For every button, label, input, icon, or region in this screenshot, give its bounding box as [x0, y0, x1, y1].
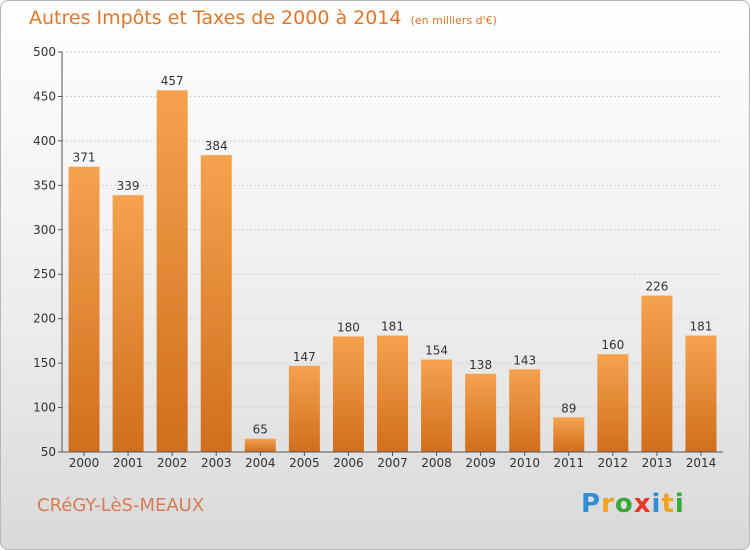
y-tick-label: 100	[33, 401, 56, 415]
bar-value-label: 384	[205, 139, 228, 153]
y-tick-label: 300	[33, 223, 56, 237]
x-tick-label: 2005	[289, 456, 320, 470]
x-tick-label: 2006	[333, 456, 364, 470]
x-tick-label: 2001	[113, 456, 144, 470]
bar-value-label: 89	[561, 401, 576, 415]
y-tick-label: 250	[33, 267, 56, 281]
bar	[597, 354, 629, 452]
x-tick-label: 2007	[377, 456, 408, 470]
bar-value-label: 457	[161, 74, 184, 88]
y-tick-label: 500	[33, 45, 56, 59]
bar-value-label: 181	[381, 320, 404, 334]
bar	[68, 166, 100, 452]
logo-letter: t	[661, 489, 675, 519]
logo-letter: o	[614, 489, 634, 519]
x-tick-label: 2014	[686, 456, 717, 470]
bar	[244, 438, 276, 452]
axes	[58, 51, 723, 456]
chart-subtitle: (en milliers d'€)	[410, 14, 497, 27]
logo-letter: x	[633, 489, 652, 519]
bar	[200, 155, 232, 452]
logo-letter: i	[651, 489, 662, 519]
logo-letter: P	[581, 489, 602, 519]
x-tick-label: 2008	[421, 456, 452, 470]
x-tick-label: 2009	[465, 456, 496, 470]
bar-value-label: 371	[73, 151, 96, 165]
bar	[332, 336, 364, 452]
bar	[553, 417, 585, 452]
bar	[112, 195, 144, 452]
bar	[421, 359, 453, 452]
bar-value-label: 147	[293, 350, 316, 364]
bar	[156, 90, 188, 452]
bar-value-label: 339	[117, 179, 140, 193]
bar-value-label: 154	[425, 344, 448, 358]
bar-value-label: 226	[645, 280, 668, 294]
labels: 50 100 150 200 250 300 350 400 450 500 371 2000 339 2…	[33, 45, 716, 470]
x-tick-label: 2004	[245, 456, 276, 470]
x-tick-label: 2000	[69, 456, 100, 470]
y-tick-label: 450	[33, 89, 56, 103]
y-tick-label: 150	[33, 356, 56, 370]
x-tick-label: 2010	[509, 456, 540, 470]
bar	[288, 365, 320, 452]
bar-value-label: 180	[337, 320, 360, 334]
logo-letter: r	[601, 489, 615, 519]
x-tick-label: 2012	[598, 456, 629, 470]
bar	[509, 369, 541, 452]
y-tick-label: 350	[33, 178, 56, 192]
proxiti-logo: Proxiti	[581, 489, 685, 519]
x-tick-label: 2002	[157, 456, 188, 470]
logo-letter: i	[674, 489, 685, 519]
y-tick-label: 400	[33, 134, 56, 148]
bar	[641, 295, 673, 452]
x-tick-label: 2013	[642, 456, 673, 470]
bar	[465, 373, 497, 452]
bar-value-label: 160	[601, 338, 624, 352]
bar-value-label: 143	[513, 353, 536, 367]
bars	[68, 90, 717, 452]
x-tick-label: 2003	[201, 456, 232, 470]
commune-name: CRéGY-LèS-MEAUX	[37, 495, 205, 516]
bar-value-label: 65	[253, 423, 268, 437]
bar-value-label: 181	[690, 320, 713, 334]
x-tick-label: 2011	[553, 456, 584, 470]
bar	[377, 335, 408, 452]
title-row: Autres Impôts et Taxes de 2000 à 2014 (e…	[29, 7, 497, 29]
bar	[685, 335, 717, 452]
bar-value-label: 138	[469, 358, 492, 372]
y-tick-label: 200	[33, 312, 56, 326]
y-tick-label: 50	[41, 445, 56, 459]
chart-title: Autres Impôts et Taxes de 2000 à 2014	[29, 7, 402, 29]
